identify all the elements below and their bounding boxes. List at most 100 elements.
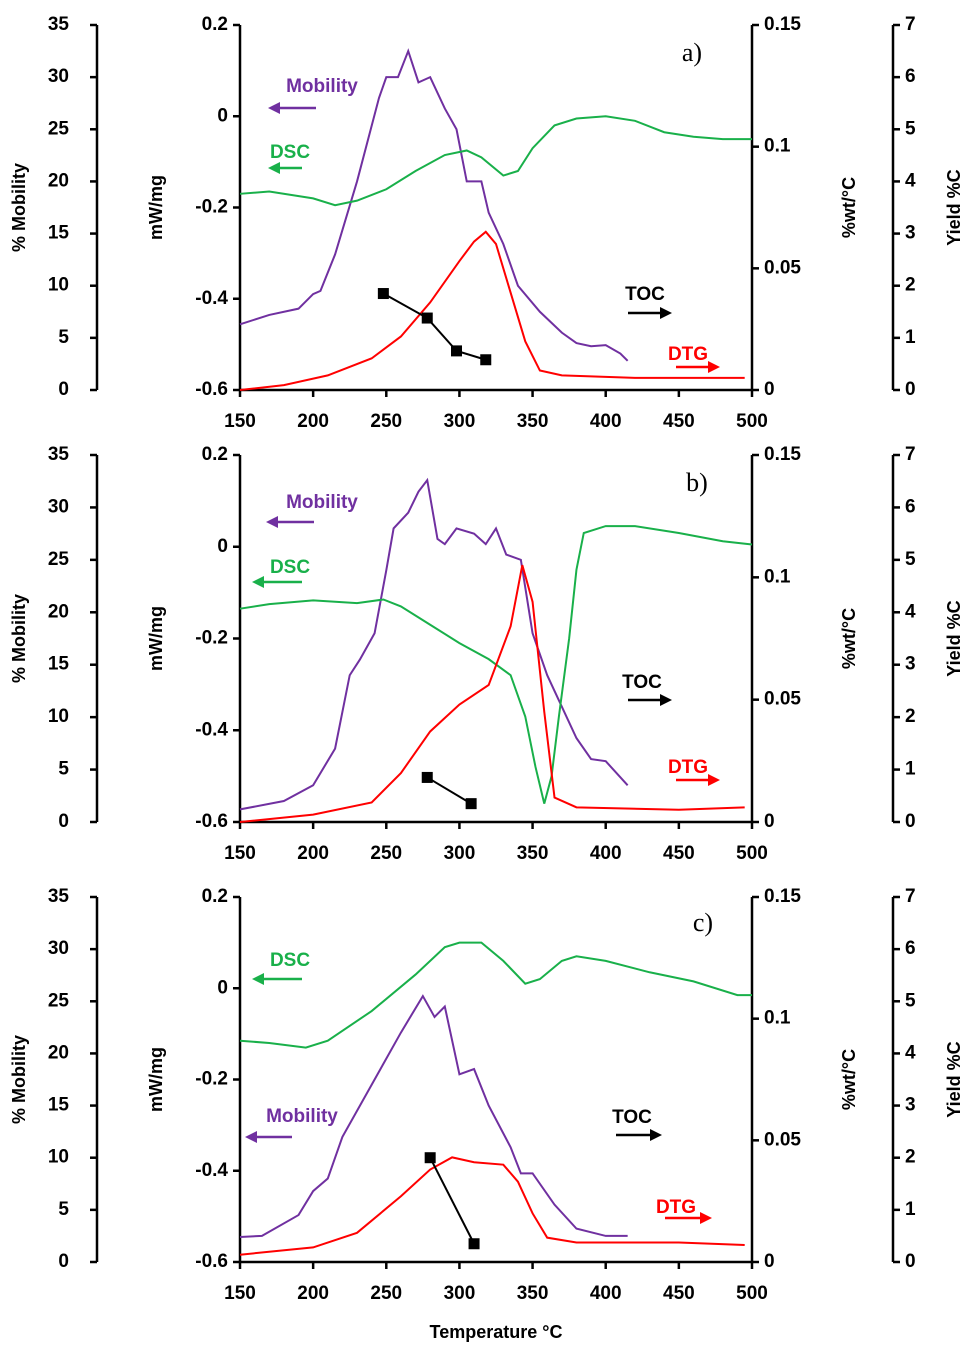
annotation-arrowhead [708,774,720,786]
series-annotation: DTG [656,1197,696,1218]
x-tick-label: 400 [590,1283,622,1304]
y4-tick-label: 1 [905,327,916,348]
y-tick-label: 20 [48,170,69,191]
series-annotation: TOC [622,672,662,693]
y3-axis-label: %wt/°C [839,608,859,669]
x-tick-label: 450 [663,411,695,432]
series-annotation: DTG [668,344,708,365]
marker [377,288,389,300]
y4-tick-label: 7 [905,886,916,907]
y4-tick-label: 5 [905,549,916,570]
y2-tick-label: 0.2 [202,14,228,35]
series-line [239,994,628,1238]
marker [424,1152,436,1164]
y-tick-label: 25 [48,549,70,570]
y3-tick-label: 0.15 [764,14,801,35]
annotation-arrowhead [266,516,278,528]
x-tick-label: 450 [663,843,695,864]
series-line [426,776,472,805]
marker [421,312,433,324]
y4-tick-label: 4 [905,170,916,191]
y4-axis-label: Yield %C [944,600,964,676]
y4-tick-label: 2 [905,1147,916,1168]
y3-tick-label: 0 [764,379,775,400]
y3-tick-label: 0.15 [764,444,801,465]
marker [465,798,477,810]
series-annotation: TOC [612,1107,652,1128]
y3-tick-label: 0.05 [764,1129,801,1150]
y2-tick-label: -0.6 [195,1251,228,1272]
x-tick-label: 250 [370,843,402,864]
series-annotation: DSC [270,950,310,971]
y-axis-label: % Mobility [9,1035,29,1124]
series-annotation: Mobility [266,1106,338,1127]
x-tick-label: 250 [370,411,402,432]
series-line [239,525,753,804]
y2-tick-label: -0.2 [195,197,228,218]
series-line [382,292,487,361]
y4-tick-label: 6 [905,496,916,517]
y2-tick-label: -0.4 [195,719,228,740]
marker [480,354,492,366]
y2-tick-label: 0.2 [202,444,228,465]
x-tick-label: 150 [224,1283,256,1304]
y-tick-label: 35 [48,14,70,35]
x-tick-label: 500 [736,843,768,864]
y-tick-label: 5 [58,1199,69,1220]
y4-tick-label: 2 [905,706,916,727]
annotation-arrowhead [252,973,264,985]
y-tick-label: 30 [48,66,69,87]
panel-label: c) [693,908,713,937]
series-annotation: Mobility [286,492,358,513]
y3-tick-label: 0.1 [764,566,791,587]
y3-tick-label: 0.05 [764,689,801,710]
marker [451,345,463,357]
y4-tick-label: 2 [905,275,916,296]
annotation-arrowhead [660,307,672,319]
marker [468,1238,480,1250]
y4-tick-label: 3 [905,1095,916,1116]
x-tick-label: 200 [297,411,329,432]
y-tick-label: 20 [48,601,69,622]
y-tick-label: 0 [58,811,69,832]
y2-tick-label: 0 [217,105,228,126]
y4-tick-label: 5 [905,118,916,139]
y-tick-label: 10 [48,275,69,296]
y-tick-label: 30 [48,938,69,959]
annotation-arrowhead [268,102,280,114]
y-tick-label: 0 [58,379,69,400]
y2-tick-label: -0.2 [195,1069,228,1090]
annotation-arrowhead [252,576,264,588]
series-line [239,48,629,362]
y2-tick-label: 0.2 [202,886,228,907]
panel-label: a) [682,38,702,67]
annotation-arrowhead [650,1129,662,1141]
y2-tick-label: -0.4 [195,1160,228,1181]
x-tick-label: 350 [517,411,549,432]
annotation-arrowhead [708,361,720,373]
y4-tick-label: 6 [905,938,916,959]
x-tick-label: 200 [297,1283,329,1304]
y4-tick-label: 1 [905,1199,916,1220]
y-tick-label: 15 [48,1095,70,1116]
y-axis-label: % Mobility [9,163,29,252]
y-axis-label: % Mobility [9,594,29,683]
y-tick-label: 25 [48,118,70,139]
y4-axis-label: Yield %C [944,1041,964,1117]
x-tick-label: 150 [224,411,256,432]
x-tick-label: 400 [590,411,622,432]
series-line [239,941,752,1049]
y4-tick-label: 7 [905,444,916,465]
y-tick-label: 10 [48,1147,69,1168]
y3-tick-label: 0.1 [764,1008,791,1029]
y4-tick-label: 6 [905,66,916,87]
y-tick-label: 25 [48,990,70,1011]
annotation-arrowhead [700,1212,712,1224]
y-tick-label: 20 [48,1042,69,1063]
y2-tick-label: -0.2 [195,628,228,649]
y2-axis-label: mW/mg [146,1047,166,1112]
annotation-arrowhead [245,1131,257,1143]
series-line [239,564,745,823]
x-tick-label: 300 [444,1283,476,1304]
